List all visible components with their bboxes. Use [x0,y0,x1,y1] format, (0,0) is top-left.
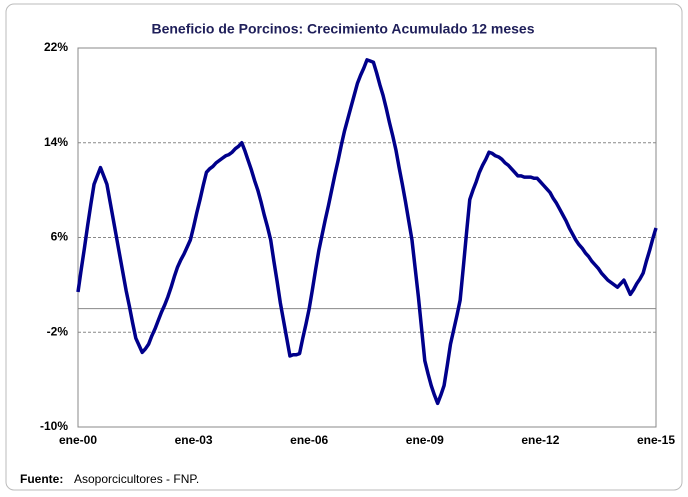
y-tick-label: 22% [44,40,68,54]
x-tick-label: ene-06 [290,433,328,447]
y-tick-label: 6% [51,230,69,244]
source-label: Fuente: [20,472,63,486]
y-tick-label: 14% [44,135,68,149]
x-tick-label: ene-12 [521,433,559,447]
y-tick-label: -10% [40,419,68,433]
source-text: Asoporcicultores - FNP. [74,472,199,486]
chart-frame [5,3,683,491]
x-tick-label: ene-09 [406,433,444,447]
x-tick-label: ene-15 [637,433,675,447]
x-tick-label: ene-00 [59,433,97,447]
chart-title: Beneficio de Porcinos: Crecimiento Acumu… [151,21,534,37]
y-tick-label: -2% [47,324,69,338]
x-tick-label: ene-03 [175,433,213,447]
data-line [76,58,658,406]
